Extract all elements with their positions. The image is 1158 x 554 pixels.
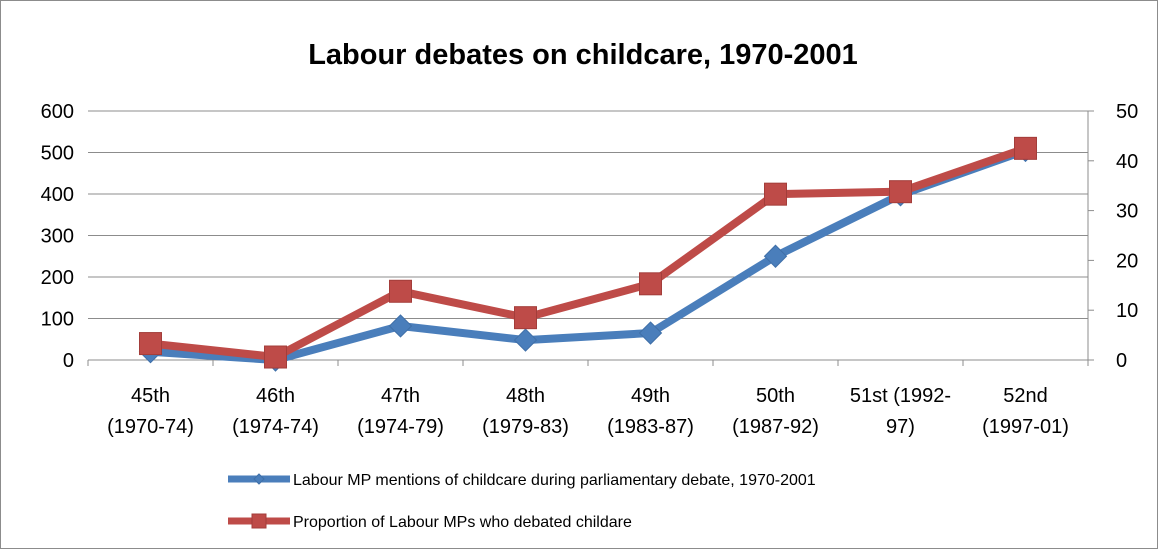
diamond-marker [513, 328, 538, 352]
legend: Labour MP mentions of childcare during p… [228, 472, 816, 531]
y-left-tick-label: 400 [41, 184, 74, 206]
diamond-marker [763, 244, 788, 268]
square-marker [1014, 136, 1037, 160]
y-left-tick-label: 300 [41, 226, 74, 248]
x-tick-label: 52nd [1003, 385, 1048, 407]
x-tick-label: (1987-92) [732, 416, 819, 438]
gridlines [88, 110, 1088, 319]
y-left-tick-label: 200 [41, 267, 74, 289]
legend-item: Labour MP mentions of childcare during p… [228, 472, 816, 489]
y-right-tick-label: 40 [1116, 151, 1138, 173]
x-tick-label: 47th [381, 385, 420, 407]
square-marker [251, 513, 267, 529]
diamond-marker [253, 473, 265, 485]
series-layer [138, 136, 1038, 372]
x-tick-label: 50th [756, 385, 795, 407]
y-right-tick-label: 0 [1116, 350, 1127, 372]
y-left-tick-label: 0 [63, 350, 74, 372]
square-marker [889, 180, 912, 204]
series-2 [139, 136, 1037, 369]
y-right-tick-label: 30 [1116, 201, 1138, 223]
x-tick-label: 48th [506, 385, 545, 407]
x-tick-label: (1997-01) [982, 416, 1069, 438]
x-tick-label: 51st (1992- [850, 385, 951, 407]
y-left-tick-label: 100 [41, 309, 74, 331]
series-line [146, 146, 1030, 364]
y-right-tick-label: 50 [1116, 101, 1138, 123]
x-tick-label: 45th [131, 385, 170, 407]
square-marker [389, 279, 412, 303]
square-marker [264, 345, 287, 369]
x-tick-label: 97) [886, 416, 915, 438]
chart-title: Labour debates on childcare, 1970-2001 [308, 39, 858, 71]
x-tick-label: 46th [256, 385, 295, 407]
legend-label: Labour MP mentions of childcare during p… [293, 472, 816, 489]
x-tick-label: 49th [631, 385, 670, 407]
square-marker [514, 306, 537, 330]
y-right-tick-label: 20 [1116, 250, 1138, 272]
legend-item: Proportion of Labour MPs who debated chi… [228, 513, 632, 531]
y-left-tick-label: 600 [41, 101, 74, 123]
series-line [146, 144, 1030, 362]
y-left-tick-label: 500 [41, 143, 74, 165]
square-marker [139, 332, 162, 356]
y-right-tick-label: 10 [1116, 300, 1138, 322]
diamond-marker [388, 314, 413, 338]
x-tick-label: (1983-87) [607, 416, 694, 438]
x-tick-label: (1974-74) [232, 416, 319, 438]
diamond-marker [638, 321, 663, 345]
x-tick-label: (1974-79) [357, 416, 444, 438]
square-marker [764, 182, 787, 206]
legend-label: Proportion of Labour MPs who debated chi… [293, 514, 632, 531]
x-tick-label: (1970-74) [107, 416, 194, 438]
axes: 0 100 200 300 400 500 600 0 10 20 30 40 50 45th (1970-… [41, 101, 1139, 438]
x-tick-label: (1979-83) [482, 416, 569, 438]
square-marker [639, 272, 662, 296]
